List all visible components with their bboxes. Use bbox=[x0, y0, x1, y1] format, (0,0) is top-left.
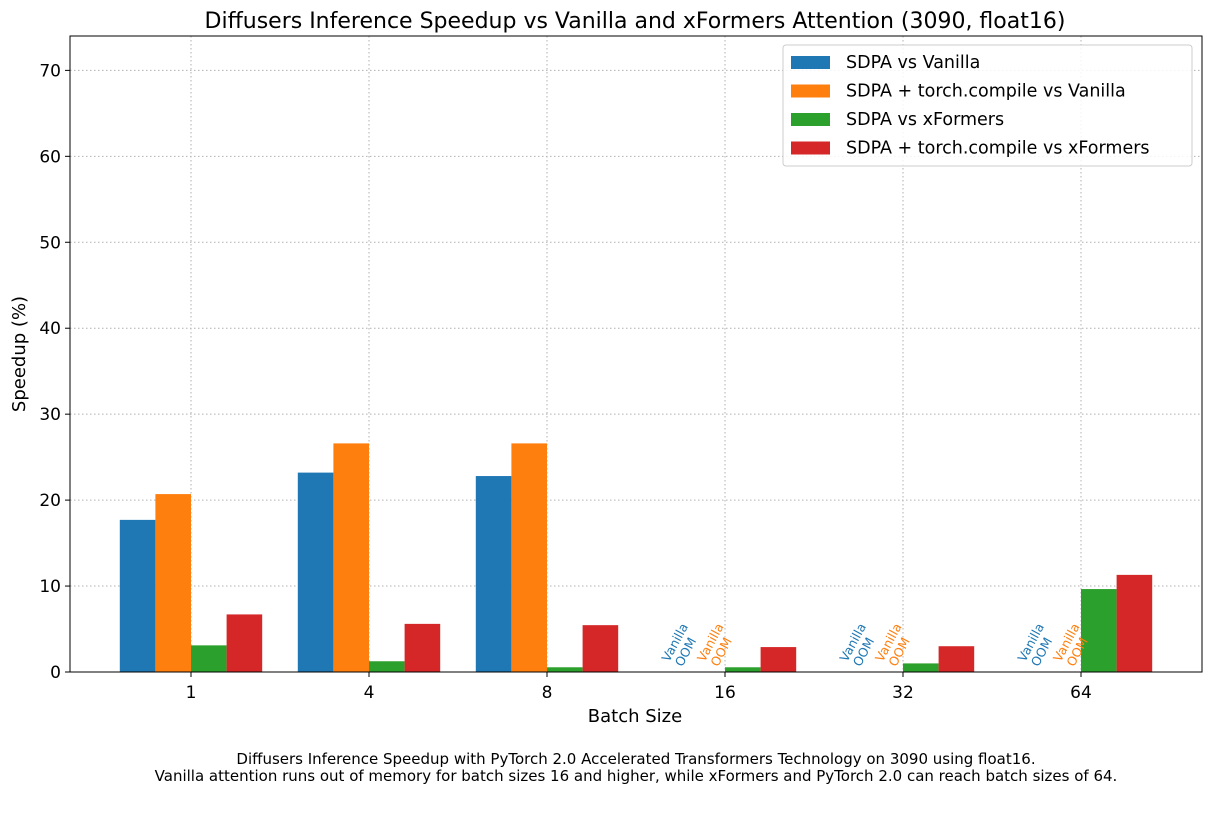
bar-sdpa-vs-xformers bbox=[191, 645, 227, 672]
caption-line-1: Diffusers Inference Speedup with PyTorch… bbox=[236, 750, 1035, 768]
y-tick-label: 10 bbox=[39, 577, 61, 597]
x-tick-label: 1 bbox=[186, 683, 197, 703]
y-tick-label: 60 bbox=[39, 147, 61, 167]
x-tick-label: 16 bbox=[714, 683, 736, 703]
bar-sdpa-vs-xformers bbox=[369, 661, 405, 672]
x-tick-label: 32 bbox=[892, 683, 914, 703]
bar-sdpa-vs-xformers bbox=[903, 663, 939, 672]
bar-sdpa-torch-compile-vs-vanilla bbox=[511, 443, 547, 672]
bar-sdpa-vs-vanilla bbox=[297, 472, 334, 672]
bar-sdpa-torch-compile-vs-xformers bbox=[226, 614, 263, 672]
bar-sdpa-torch-compile-vs-vanilla bbox=[333, 443, 369, 672]
legend-label: SDPA vs Vanilla bbox=[846, 53, 980, 73]
legend-label: SDPA + torch.compile vs xFormers bbox=[846, 139, 1150, 159]
legend-label: SDPA + torch.compile vs Vanilla bbox=[846, 82, 1126, 102]
chart-title: Diffusers Inference Speedup vs Vanilla a… bbox=[205, 9, 1066, 34]
x-tick-label: 4 bbox=[364, 683, 375, 703]
bars bbox=[119, 443, 1153, 672]
legend-swatch bbox=[791, 141, 830, 155]
bar-sdpa-vs-xformers bbox=[547, 667, 583, 672]
x-tick-label: 64 bbox=[1070, 683, 1092, 703]
bar-sdpa-vs-vanilla bbox=[475, 476, 512, 672]
legend: SDPA vs Vanilla SDPA + torch.compile vs V… bbox=[782, 44, 1193, 167]
bar-sdpa-torch-compile-vs-vanilla bbox=[155, 494, 191, 672]
x-axis-label: Batch Size bbox=[588, 706, 682, 727]
bar-sdpa-torch-compile-vs-xformers bbox=[582, 625, 619, 672]
plot-frame bbox=[69, 35, 1203, 673]
legend-label: SDPA vs xFormers bbox=[846, 110, 1004, 130]
legend-box bbox=[782, 44, 1193, 167]
y-axis-label: Speedup (%) bbox=[9, 296, 30, 412]
bar-sdpa-torch-compile-vs-xformers bbox=[404, 623, 441, 672]
legend-swatch bbox=[791, 56, 830, 69]
y-tick-label: 50 bbox=[39, 233, 61, 253]
bar-sdpa-vs-xformers bbox=[725, 667, 761, 672]
x-tick-label: 8 bbox=[542, 683, 553, 703]
bar-sdpa-vs-xformers bbox=[1081, 589, 1117, 672]
bar-sdpa-vs-vanilla bbox=[119, 519, 156, 672]
y-tick-label: 30 bbox=[39, 405, 61, 425]
x-axis: 1 4 8 16 32 64 bbox=[186, 672, 1092, 703]
y-tick-label: 40 bbox=[39, 319, 61, 339]
bar-sdpa-torch-compile-vs-xformers bbox=[1116, 574, 1153, 672]
legend-swatch bbox=[791, 84, 830, 98]
y-tick-label: 70 bbox=[39, 61, 61, 81]
y-tick-label: 0 bbox=[50, 663, 61, 683]
y-tick-label: 20 bbox=[39, 491, 61, 511]
bar-sdpa-torch-compile-vs-xformers bbox=[938, 646, 975, 672]
y-axis: 0 10 20 30 40 50 60 70 bbox=[39, 61, 70, 683]
bar-sdpa-torch-compile-vs-xformers bbox=[760, 647, 797, 672]
legend-swatch bbox=[791, 113, 830, 126]
caption-line-2: Vanilla attention runs out of memory for… bbox=[155, 767, 1118, 785]
